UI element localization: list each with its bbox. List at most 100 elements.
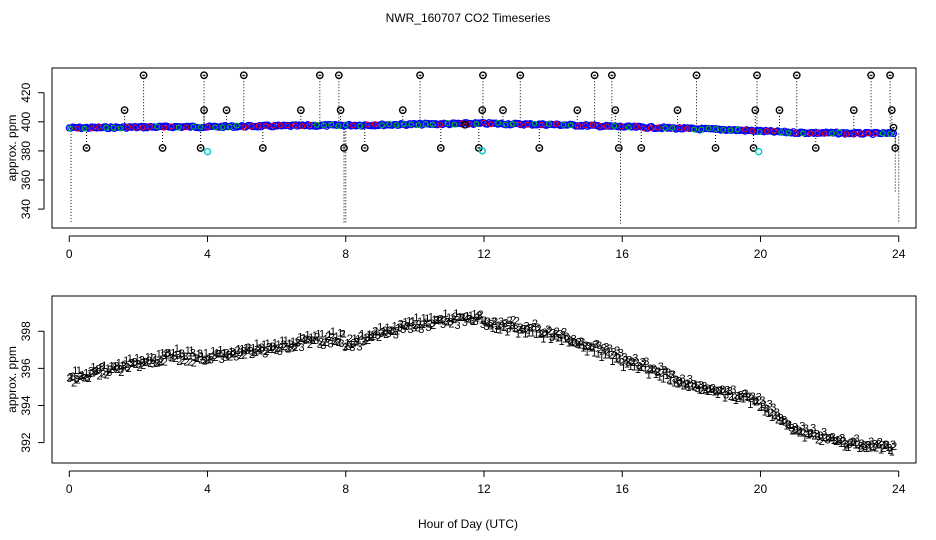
series-3-point: 3 [658,361,664,373]
series-2-point: 2 [499,320,505,332]
series-2-point: 2 [173,353,179,365]
top-baseline-point [422,121,429,127]
top-y-axis-label: approx. ppm [5,115,19,182]
series-3-point: 3 [168,352,174,364]
series-3-point: 3 [513,323,519,335]
series-3-point: 3 [298,342,304,354]
series-2-point: 2 [184,356,190,368]
series-1-point: 1 [704,385,710,397]
series-2-point: 2 [133,359,139,371]
top-baseline-point [335,123,342,129]
series-3-point: 3 [349,342,355,354]
top-flagged-point [478,106,487,115]
series-3-point: 3 [665,367,671,379]
series-1-point: 1 [573,337,579,349]
series-2-point: 2 [862,441,868,453]
chart-title: NWR_160707 CO2 Timeseries [386,11,551,25]
series-3-point: 3 [592,339,598,351]
series-1-point: 1 [831,435,837,447]
series-3-point: 3 [875,438,881,450]
series-2-point: 2 [546,326,552,338]
series-3-point: 3 [375,330,381,342]
series-2-point: 2 [213,352,219,364]
series-3-point: 3 [150,359,156,371]
series-2-point: 2 [688,380,694,392]
top-flagged-point [139,71,148,80]
series-3-point: 3 [103,367,109,379]
series-3-point: 3 [679,373,685,385]
series-2-point: 2 [263,346,269,358]
series-3-point: 3 [734,390,740,402]
series-1-point: 1 [686,382,692,394]
series-1-point: 1 [577,339,583,351]
series-2-point: 2 [782,417,788,429]
series-3-point: 3 [81,372,87,384]
series-3-point: 3 [407,324,413,336]
series-1-point: 1 [529,327,535,339]
series-2-point: 2 [819,436,825,448]
top-baseline-point [705,125,712,132]
series-2-point: 2 [706,386,712,398]
series-2-point: 2 [86,373,92,385]
series-3-point: 3 [400,324,406,336]
top-baseline-point [444,120,451,126]
series-3-point: 3 [124,362,130,374]
top-baseline-point [625,124,632,131]
series-3-point: 3 [288,339,294,351]
series-2-point: 2 [376,332,382,344]
series-1-point: 1 [246,343,252,355]
series-2-point: 2 [260,345,266,357]
series-1-point: 1 [878,445,884,457]
series-1-point: 1 [609,356,615,368]
series-2-point: 2 [888,445,894,457]
top-flagged-point [637,144,646,152]
top-baseline-point [839,129,848,137]
series-3-point: 3 [509,321,515,333]
series-2-point: 2 [191,357,197,369]
top-baseline-point [676,124,683,131]
series-1-point: 1 [606,350,612,362]
series-1-point: 1 [381,326,387,338]
series-2-point: 2 [717,385,723,397]
top-baseline-point [633,123,639,130]
series-1-point: 1 [207,351,213,363]
top-baseline-point [509,121,516,127]
series-2-point: 2 [104,370,110,382]
series-1-point: 1 [678,377,684,389]
top-y-tick-label: 360 [19,170,33,190]
series-1-point: 1 [323,334,329,346]
series-1-point: 1 [754,395,760,407]
series-1-point: 1 [852,440,858,452]
series-1-point: 1 [319,329,325,341]
top-flagged-point [887,106,896,115]
series-1-point: 1 [159,347,165,359]
series-1-point: 1 [874,439,880,451]
series-1-point: 1 [544,329,550,341]
series-1-point: 1 [537,328,543,340]
series-1-point: 1 [758,402,764,414]
series-3-point: 3 [669,369,675,381]
series-2-point: 2 [445,317,451,329]
top-baseline-point [495,120,502,126]
top-baseline-point [756,128,763,135]
top-baseline-point [357,123,364,129]
series-3-point: 3 [491,316,497,328]
top-flagged-series [82,71,900,152]
series-2-point: 2 [220,348,226,360]
top-baseline-point [328,121,335,128]
series-3-point: 3 [636,361,642,373]
top-baseline-point [400,121,407,128]
top-baseline-point [741,127,749,135]
top-flagged-point [479,71,487,80]
top-flagged-point [258,144,267,152]
bottom-x-tick-label: 8 [342,482,349,496]
series-3-point: 3 [785,419,791,431]
top-baseline-point [473,120,480,127]
series-3-point: 3 [661,365,667,377]
series-1-point: 1 [504,326,510,338]
series-1-point: 1 [312,330,318,342]
series-3-point: 3 [538,329,544,341]
series-2-point: 2 [641,358,647,370]
top-flagged-point [889,123,898,132]
top-baseline-point [843,131,850,137]
